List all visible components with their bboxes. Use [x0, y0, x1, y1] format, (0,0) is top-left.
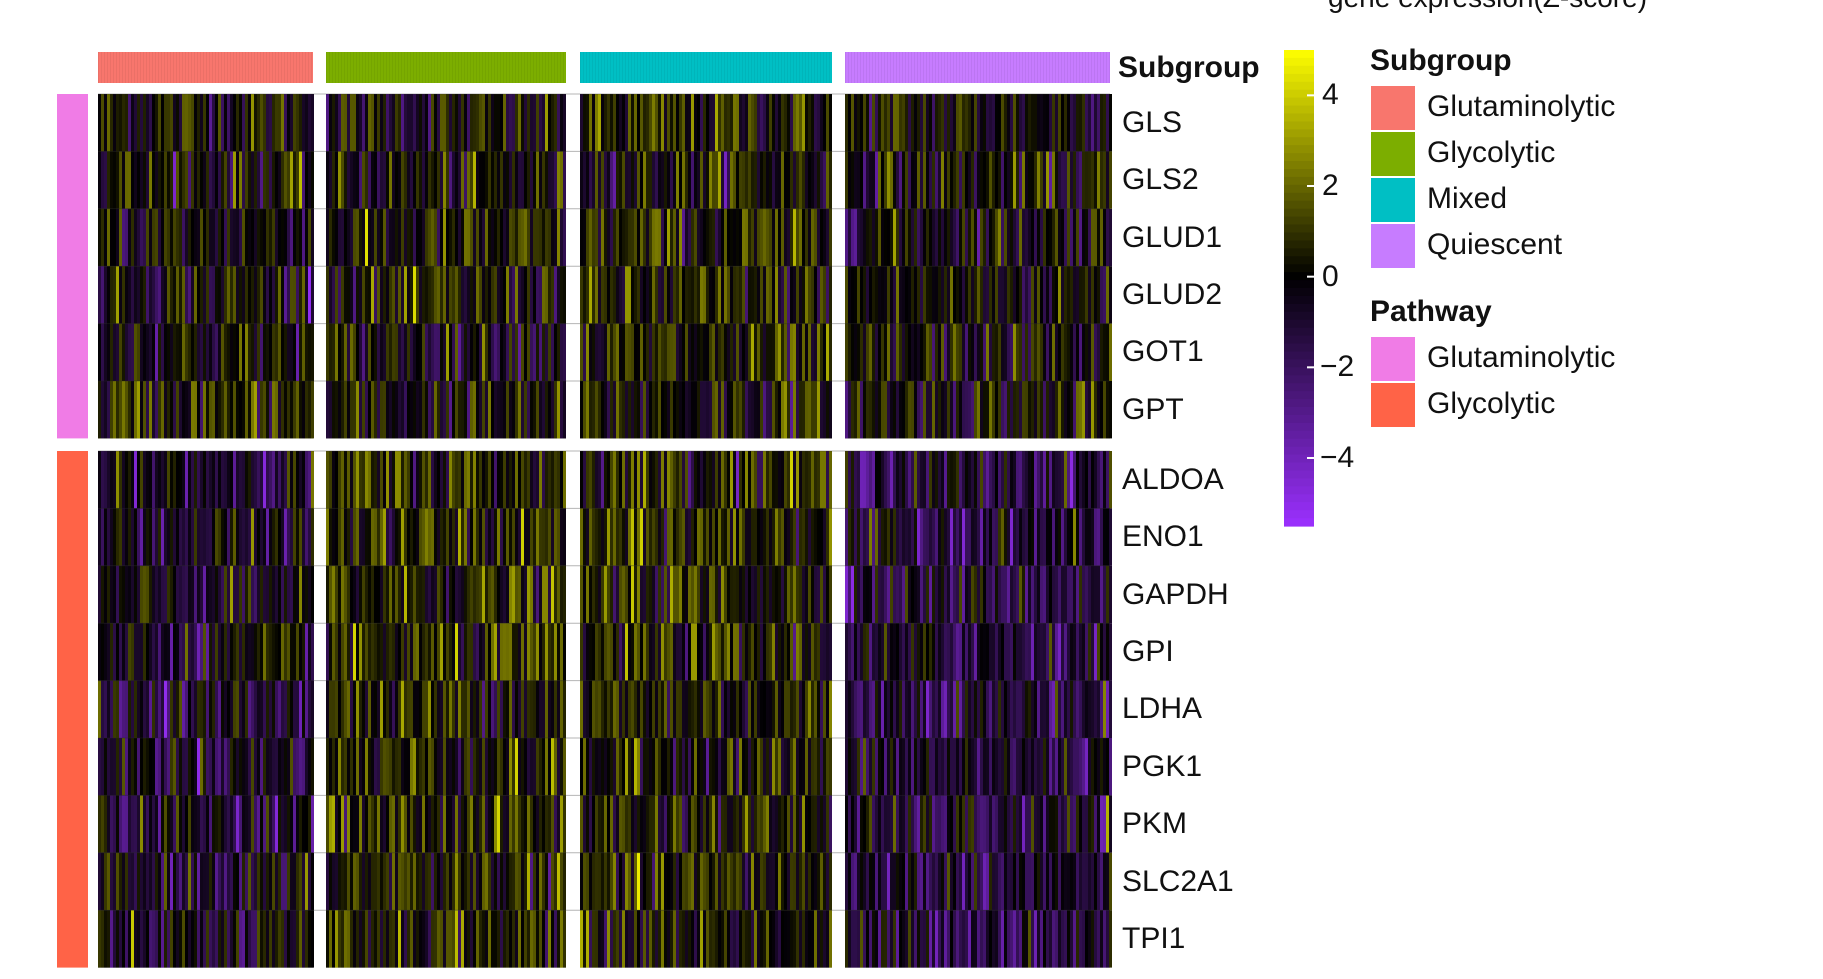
- heatmap-row-pkm: [98, 795, 1112, 853]
- row-label-tpi1: TPI1: [1122, 921, 1186, 955]
- legend-label-glycolytic: Glycolytic: [1427, 387, 1556, 420]
- colorbar: [1284, 50, 1314, 59]
- subgroup-legend-title: Subgroup: [1370, 44, 1512, 77]
- row-label-slc2a1: SLC2A1: [1122, 864, 1234, 898]
- heatmap-row-slc2a1: [98, 852, 1112, 911]
- row-label-glud1: GLUD1: [1122, 220, 1223, 254]
- row-label-gpt: GPT: [1122, 392, 1184, 426]
- colorbar-tick-label: 4: [1322, 78, 1339, 112]
- heatmap-row-gpi: [98, 623, 1112, 681]
- row-label-glud2: GLUD2: [1122, 277, 1223, 311]
- heatmap-row-aldoa: [98, 451, 1112, 509]
- heatmap-row-pgk1: [98, 738, 1112, 796]
- legend-swatch-glutaminolytic: [1371, 337, 1415, 381]
- heatmap-row-ldha: [98, 680, 1112, 738]
- colorbar-tick-label: 0: [1322, 259, 1339, 293]
- row-label-pkm: PKM: [1122, 807, 1188, 841]
- row-label-eno1: ENO1: [1122, 520, 1204, 554]
- row-label-gls: GLS: [1122, 105, 1183, 139]
- legend-label-quiescent: Quiescent: [1427, 228, 1563, 261]
- legend-label-glutaminolytic: Glutaminolytic: [1427, 341, 1616, 374]
- legend-swatch-glycolytic: [1371, 383, 1415, 427]
- heatmap-row-gapdh: [98, 565, 1112, 624]
- heatmap-row-got1: [98, 323, 1112, 381]
- row-label-ldha: LDHA: [1122, 692, 1203, 726]
- row-label-got1: GOT1: [1122, 335, 1204, 369]
- legend-label-glycolytic: Glycolytic: [1427, 136, 1556, 169]
- colorbar-tick-label: −4: [1320, 441, 1355, 474]
- legend-swatch-mixed: [1371, 178, 1415, 222]
- subgroup-bar-glycolytic: [326, 52, 566, 83]
- heatmap-row-glud1: [98, 208, 1112, 267]
- legend-label-glutaminolytic: Glutaminolytic: [1427, 90, 1616, 123]
- row-label-gpi: GPI: [1122, 634, 1174, 668]
- heatmap-row-eno1: [98, 508, 1112, 566]
- colorbar-title: gene expression(Z-score): [1328, 0, 1647, 14]
- row-label-gapdh: GAPDH: [1122, 577, 1229, 611]
- pathway-legend-title: Pathway: [1370, 295, 1492, 328]
- legend-swatch-quiescent: [1371, 224, 1415, 268]
- subgroup-bar-glutaminolytic: [98, 52, 313, 83]
- row-label-gls2: GLS2: [1122, 163, 1199, 197]
- subgroup-bar-mixed: [580, 52, 832, 83]
- row-label-pgk1: PGK1: [1122, 749, 1203, 783]
- row-label-aldoa: ALDOA: [1122, 462, 1224, 496]
- subgroup-bar-quiescent: [845, 52, 1110, 83]
- colorbar-tick-label: −2: [1320, 350, 1355, 384]
- pathway-bar-glutaminolytic: [57, 94, 88, 439]
- legend-label-mixed: Mixed: [1427, 182, 1508, 215]
- heatmap-row-glud2: [98, 266, 1112, 324]
- heatmap-row-gls2: [98, 151, 1112, 209]
- heatmap-row-gpt: [98, 381, 1112, 439]
- colorbar-tick-label: 2: [1322, 169, 1339, 202]
- legend-swatch-glycolytic: [1371, 132, 1415, 176]
- heatmap-row-gls: [98, 94, 1112, 152]
- legend-swatch-glutaminolytic: [1371, 86, 1415, 130]
- heatmap-row-tpi1: [98, 910, 1112, 968]
- pathway-bar-glycolytic: [57, 451, 88, 968]
- column-annotation-label: Subgroup: [1118, 51, 1260, 84]
